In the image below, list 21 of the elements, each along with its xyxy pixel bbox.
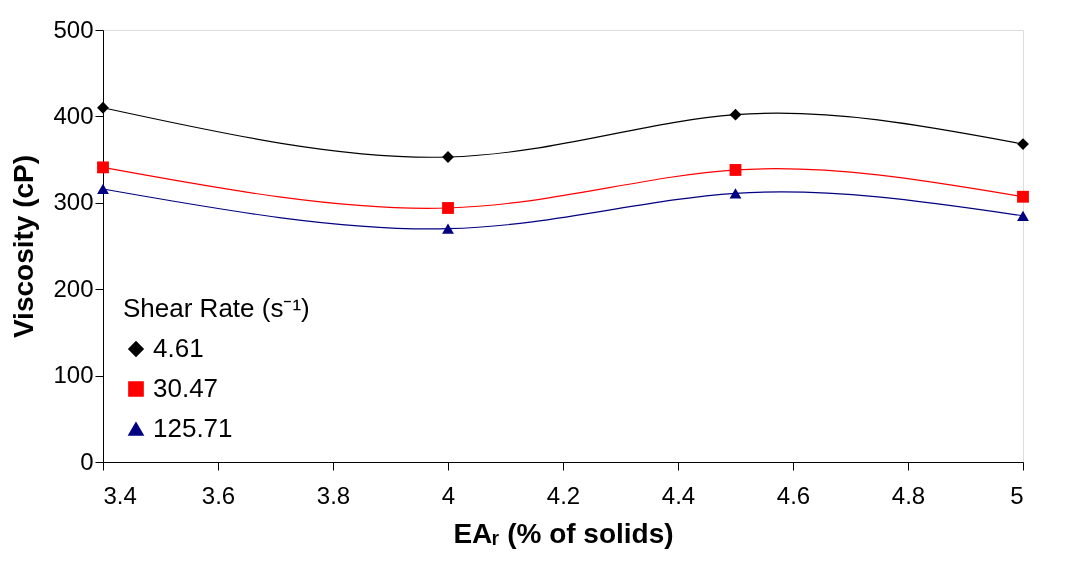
x-tick-label: 5 (1010, 481, 1024, 509)
x-tick-label: 4.6 (776, 481, 811, 509)
legend-title: Shear Rate (s⁻¹) (123, 293, 310, 323)
legend-label: 4.61 (153, 333, 204, 363)
x-tick-label: 3.4 (103, 481, 137, 509)
y-axis-title: Viscosity (cP) (8, 154, 40, 339)
x-axis-title: EAᵣ (% of solids) (453, 517, 674, 549)
x-tick-label: 4.4 (661, 481, 696, 509)
y-tick-label: 300 (53, 188, 94, 216)
y-tick-label: 0 (80, 447, 94, 475)
y-tick-label: 100 (53, 361, 94, 389)
legend-label: 30.47 (153, 373, 219, 403)
x-tick-label: 4.2 (546, 481, 581, 509)
x-tick-label: 4.8 (891, 481, 926, 509)
y-tick-label: 200 (53, 274, 94, 302)
y-tick-label: 400 (53, 101, 94, 129)
x-tick-label: 3.6 (201, 481, 236, 509)
x-tick-label: 3.8 (316, 481, 351, 509)
legend-label: 125.71 (153, 413, 233, 443)
y-tick-label: 500 (53, 15, 94, 43)
x-tick-label: 4 (441, 481, 456, 509)
